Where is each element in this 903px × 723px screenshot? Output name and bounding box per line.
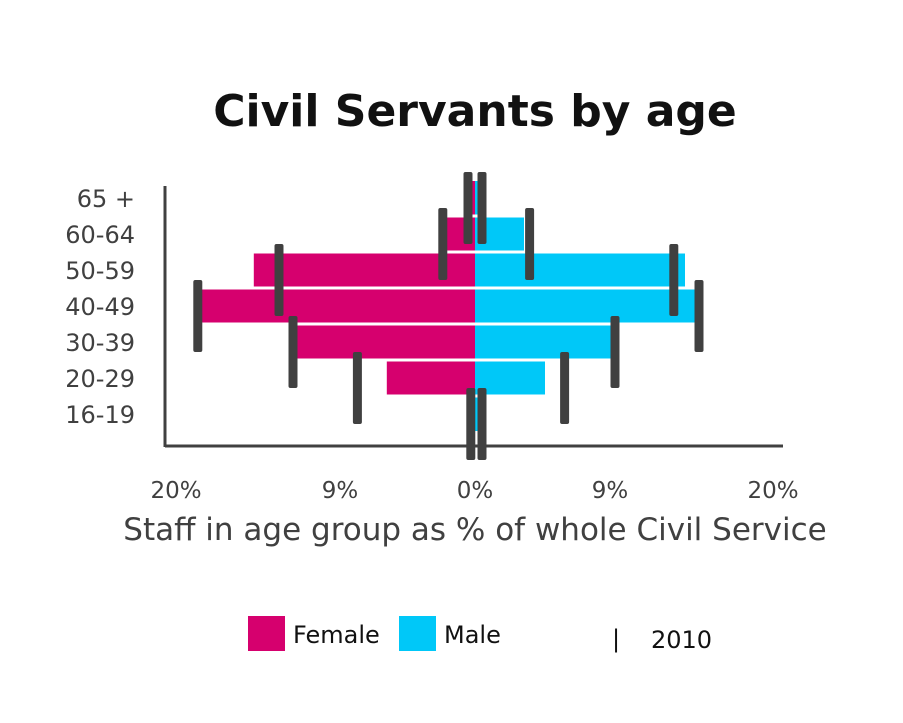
marker-2010-male-2 <box>669 244 679 316</box>
bar-female-3 <box>202 289 475 323</box>
legend-marker-symbol: | <box>612 625 620 653</box>
bars-layer <box>165 181 780 431</box>
bar-female-4 <box>297 325 475 359</box>
legend-label-female: Female <box>293 621 380 649</box>
x-tick-label-0: 20% <box>150 478 201 504</box>
marker-2010-female-4 <box>288 316 298 388</box>
bar-male-6 <box>475 397 478 431</box>
category-label-2: 50-59 <box>65 257 135 285</box>
legend-label-male: Male <box>444 621 501 649</box>
legend-swatch-female <box>248 616 285 651</box>
category-labels: 65 + 60-64 50-59 40-49 30-39 20-29 16-19 <box>65 185 135 429</box>
axes-layer <box>163 186 783 448</box>
x-tick-label-3: 9% <box>592 478 629 504</box>
marker-2010-female-1 <box>438 208 448 280</box>
marker-2010-male-6 <box>477 388 487 460</box>
bar-male-2 <box>475 253 685 287</box>
legend: Female Male | 2010 <box>248 616 712 654</box>
marker-2010-female-5 <box>352 352 362 424</box>
legend-label-2010: 2010 <box>651 626 712 654</box>
bar-female-2 <box>253 253 475 287</box>
marker-2010-male-5 <box>560 352 570 424</box>
category-label-6: 16-19 <box>65 401 135 429</box>
legend-swatch-male <box>399 616 436 651</box>
x-tick-label-1: 9% <box>322 478 359 504</box>
category-label-4: 30-39 <box>65 329 135 357</box>
marker-2010-female-0 <box>463 172 473 244</box>
chart-title: Civil Servants by age <box>213 86 737 137</box>
bar-male-5 <box>475 361 545 395</box>
category-label-5: 20-29 <box>65 365 135 393</box>
bar-male-4 <box>475 325 611 359</box>
category-label-0: 65 + <box>77 185 135 213</box>
marker-2010-male-3 <box>694 280 704 352</box>
marker-2010-female-2 <box>274 244 284 316</box>
marker-2010-male-4 <box>610 316 620 388</box>
bar-male-3 <box>475 289 697 323</box>
x-tick-label-4: 20% <box>747 478 798 504</box>
marker-2010-male-0 <box>477 172 487 244</box>
x-tick-label-2: 0% <box>457 478 494 504</box>
marker-2010-female-6 <box>466 388 476 460</box>
category-label-1: 60-64 <box>65 221 135 249</box>
marker-2010-female-3 <box>193 280 203 352</box>
bar-female-5 <box>386 361 475 395</box>
x-axis-title: Staff in age group as % of whole Civil S… <box>123 512 826 548</box>
marker-2010-male-1 <box>525 208 535 280</box>
x-tick-labels: 20% 9% 0% 9% 20% <box>150 478 798 504</box>
markers-layer <box>193 172 704 460</box>
category-label-3: 40-49 <box>65 293 135 321</box>
